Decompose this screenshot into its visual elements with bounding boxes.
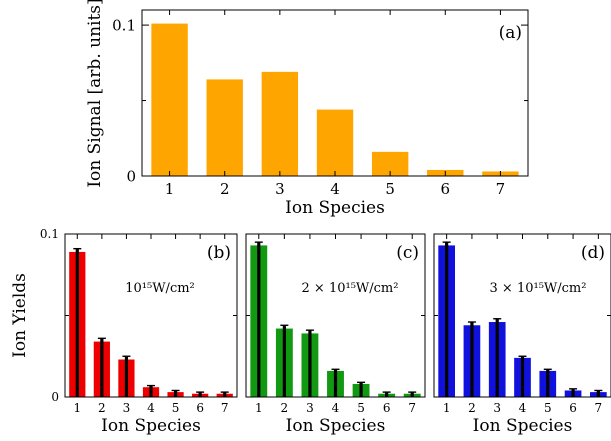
bar-a-1 [151, 23, 188, 176]
x-tick-label-a-6: 6 [441, 180, 451, 198]
x-tick-label-b-3: 3 [123, 401, 131, 415]
x-tick-label-d-1: 1 [443, 401, 451, 415]
y-tick-label-b-0.1: 0.1 [40, 227, 59, 241]
x-tick-label-d-5: 5 [544, 401, 552, 415]
x-tick-label-b-5: 5 [172, 401, 180, 415]
x-tick-label-a-2: 2 [220, 180, 230, 198]
x-tick-label-c-5: 5 [357, 401, 365, 415]
panel-label-a: (a) [499, 23, 522, 43]
x-tick-label-c-7: 7 [408, 401, 416, 415]
x-axis-title-b: Ion Species [101, 416, 201, 436]
x-tick-label-c-3: 3 [306, 401, 314, 415]
intensity-annotation-b: 10¹⁵W/cm² [125, 281, 195, 296]
x-tick-label-b-7: 7 [221, 401, 229, 415]
y-axis-title-b: Ion Yields [10, 273, 30, 358]
panel-label-d: (d) [581, 243, 605, 263]
x-tick-label-d-6: 6 [569, 401, 577, 415]
x-tick-label-b-4: 4 [147, 401, 155, 415]
x-tick-label-c-1: 1 [255, 401, 263, 415]
x-tick-label-d-2: 2 [468, 401, 476, 415]
panel-label-b: (b) [207, 243, 231, 263]
x-tick-label-d-4: 4 [519, 401, 527, 415]
y-axis-title-a: Ion Signal [arb. units] [85, 0, 105, 188]
x-tick-label-b-2: 2 [98, 401, 106, 415]
bar-a-4 [316, 109, 354, 176]
x-tick-label-a-1: 1 [165, 180, 175, 198]
x-tick-label-b-6: 6 [196, 401, 204, 415]
x-tick-label-d-7: 7 [595, 401, 603, 415]
x-tick-label-a-3: 3 [275, 180, 285, 198]
x-axis-title-a: Ion Species [285, 198, 385, 218]
y-tick-label-a-0: 0 [126, 167, 136, 185]
x-tick-label-a-7: 7 [496, 180, 506, 198]
x-tick-label-b-1: 1 [73, 401, 81, 415]
x-tick-label-a-4: 4 [330, 180, 340, 198]
x-tick-label-a-5: 5 [385, 180, 395, 198]
x-tick-label-d-3: 3 [493, 401, 501, 415]
x-tick-label-c-6: 6 [383, 401, 391, 415]
intensity-annotation-c: 2 × 10¹⁵W/cm² [302, 281, 399, 296]
bar-a-3 [261, 71, 299, 176]
intensity-annotation-d: 3 × 10¹⁵W/cm² [490, 281, 587, 296]
x-axis-title-d: Ion Species [473, 416, 573, 436]
panel-label-c: (c) [396, 243, 419, 263]
bar-a-2 [206, 79, 243, 176]
y-tick-label-a-0.1: 0.1 [112, 16, 136, 34]
y-tick-label-b-0: 0 [51, 390, 59, 404]
x-tick-label-c-2: 2 [281, 401, 289, 415]
x-tick-label-c-4: 4 [332, 401, 340, 415]
x-axis-title-c: Ion Species [286, 416, 386, 436]
